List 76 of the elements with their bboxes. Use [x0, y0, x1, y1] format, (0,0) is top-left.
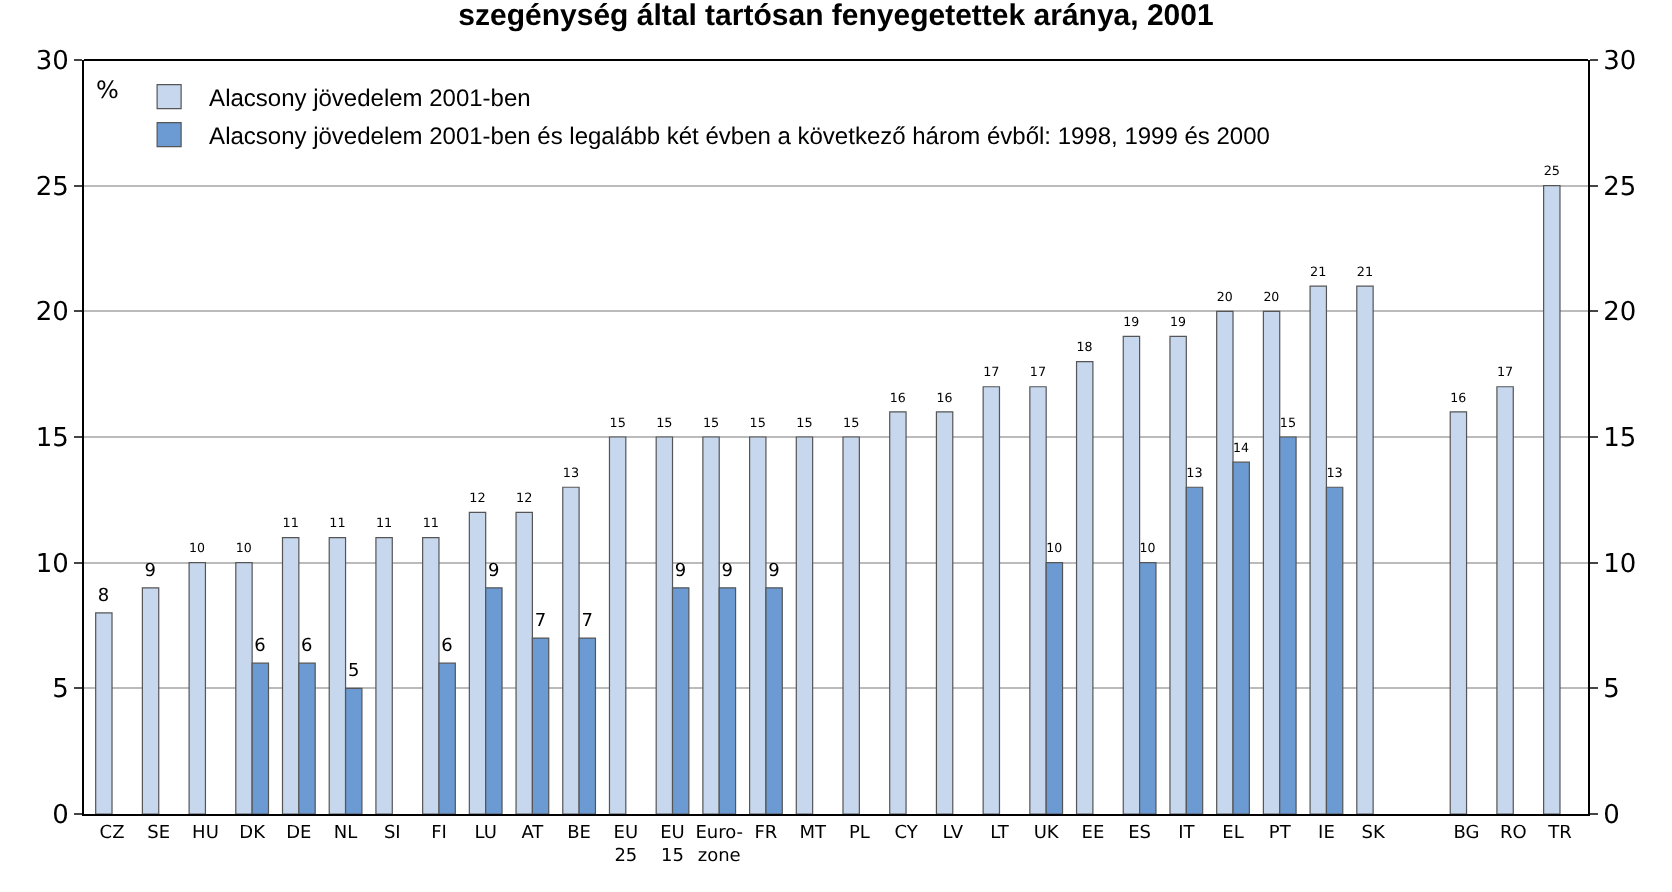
- x-tick-label: CY: [894, 823, 919, 844]
- bar: [188, 562, 207, 814]
- bar: [889, 411, 907, 814]
- bar: [1075, 361, 1094, 814]
- y-tick-label: 15: [35, 424, 69, 455]
- data-label: 6: [301, 637, 314, 658]
- y2-tick-label: 30: [1603, 47, 1637, 78]
- x-tick-label: SK: [1361, 823, 1387, 844]
- x-tick-label: DK: [239, 823, 268, 844]
- x-tick-label: ES: [1128, 823, 1152, 844]
- bar: [95, 612, 113, 814]
- x-tick-label: RO: [1499, 823, 1527, 844]
- x-tick-label: FR: [754, 823, 778, 844]
- x-tick-label: LU: [474, 823, 497, 844]
- y-axis-title: %: [96, 76, 119, 104]
- y2-tick-label: 5: [1603, 675, 1620, 706]
- x-tick-label: PT: [1268, 823, 1292, 844]
- data-label: 6: [441, 637, 454, 658]
- x-tick-label: EU 25: [613, 823, 639, 867]
- x-tick-label: BG: [1453, 823, 1480, 844]
- data-label: 9: [768, 561, 781, 582]
- y2-tick-label: 25: [1603, 172, 1637, 203]
- x-tick-label: CZ: [99, 823, 125, 844]
- x-tick-label: BE: [567, 823, 592, 844]
- x-tick-label: LV: [942, 823, 965, 844]
- bar: [141, 587, 160, 814]
- x-tick-label: MT: [799, 823, 827, 844]
- x-tick-label: DE: [286, 823, 313, 844]
- data-label: 8: [97, 586, 110, 607]
- y-tick-label: 20: [35, 298, 69, 329]
- x-tick-label: SI: [383, 823, 401, 844]
- x-tick-label: Euro-zone: [695, 823, 744, 867]
- y-tick-label: 25: [35, 172, 69, 203]
- bar: [375, 536, 393, 814]
- data-label: 9: [721, 561, 734, 582]
- x-tick-label: IE: [1318, 823, 1336, 844]
- x-tick-label: PL: [848, 823, 870, 844]
- x-tick-label: HU: [192, 823, 219, 844]
- x-tick-label: AT: [521, 823, 545, 844]
- bar: [1496, 386, 1514, 814]
- y2-tick-label: 0: [1603, 801, 1620, 832]
- legend-label: Alacsony jövedelem 2001-ben: [209, 83, 531, 112]
- bar: [842, 436, 860, 814]
- x-tick-label: UK: [1033, 823, 1061, 844]
- x-tick-label: EL: [1222, 823, 1244, 844]
- y-tick-label: 10: [35, 549, 69, 580]
- x-tick-label: LT: [990, 823, 1010, 844]
- chart-title: szegénység által tartósan fenyegetettek aránya, 2001: [458, 0, 1214, 34]
- y2-tick-label: 20: [1603, 298, 1637, 329]
- data-label: 5: [348, 662, 360, 683]
- x-tick-label: EE: [1081, 823, 1105, 844]
- bar: [935, 411, 954, 814]
- x-tick-label: EU 15: [660, 823, 685, 867]
- x-tick-label: NL: [333, 823, 358, 844]
- legend-label: Alacsony jövedelem 2001-ben és legalább két évben a következő három évből: 1998, 1999 és 2000: [209, 121, 1271, 150]
- y-tick-label: 5: [52, 675, 69, 706]
- bar: [1543, 185, 1561, 814]
- y2-tick-label: 15: [1603, 424, 1637, 455]
- y2-tick-label: 10: [1603, 549, 1637, 580]
- y-tick-label: 30: [35, 47, 69, 78]
- data-label: 9: [144, 561, 157, 582]
- y-tick-label: 0: [52, 801, 69, 832]
- data-label: 6: [254, 637, 267, 658]
- x-tick-label: FI: [431, 823, 447, 844]
- data-label: 7: [534, 612, 547, 633]
- x-tick-label: SE: [147, 823, 171, 844]
- data-label: 9: [487, 561, 500, 582]
- bar: [795, 436, 814, 814]
- data-label: 7: [581, 612, 594, 633]
- x-tick-label: IT: [1178, 823, 1196, 844]
- bar: [1449, 411, 1468, 814]
- bar: [982, 386, 1001, 814]
- x-tick-label: TR: [1546, 823, 1572, 844]
- bar: [1356, 285, 1374, 814]
- data-label: 9: [674, 561, 687, 582]
- bar: [608, 436, 627, 814]
